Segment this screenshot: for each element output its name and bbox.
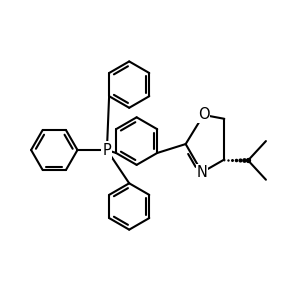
Text: P: P (103, 142, 111, 158)
Text: N: N (196, 165, 208, 180)
Text: O: O (198, 107, 209, 122)
